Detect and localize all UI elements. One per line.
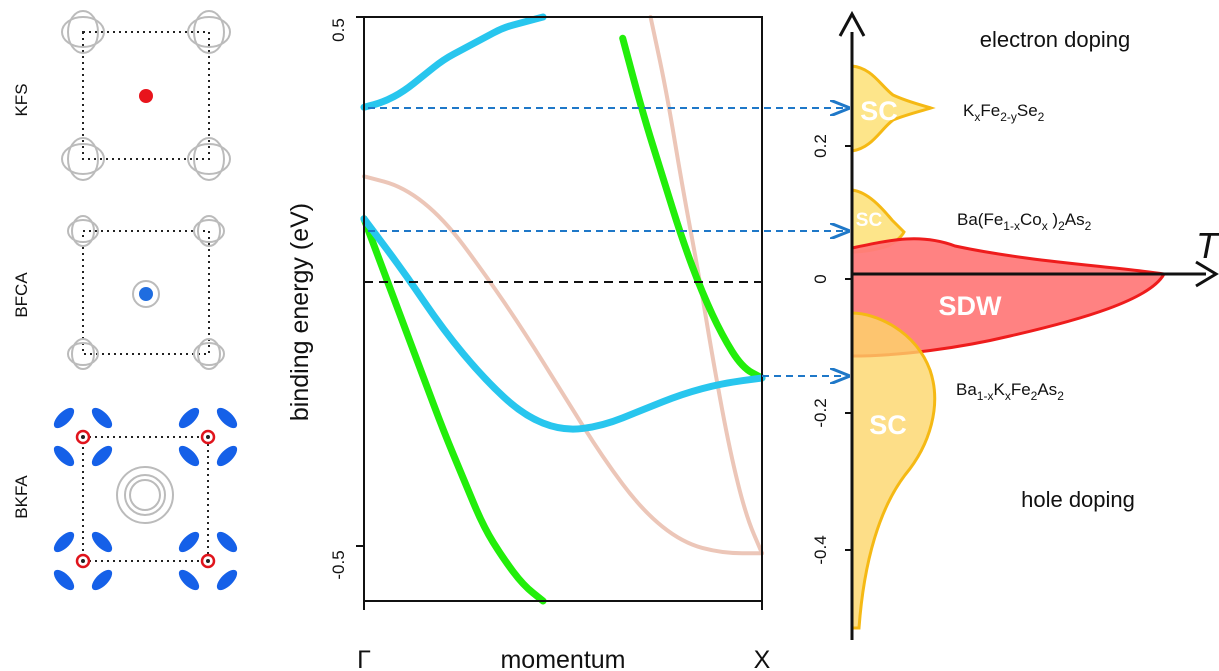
phase-y-arrowhead xyxy=(838,10,866,37)
bkfa-propeller-lobe xyxy=(53,407,75,429)
bfca-pocket-bl xyxy=(67,338,99,370)
phase-label-sc-kfs: SC xyxy=(860,96,898,126)
bkfa-propeller-lobe xyxy=(91,569,113,591)
correspondence-arrows xyxy=(368,108,848,376)
bkfa-propeller-lobe xyxy=(216,531,238,553)
phase-diagram: 0.2 0 -0.2 -0.4 T SC SC SDW SC electron … xyxy=(811,10,1219,640)
bkfa-propeller-lobe xyxy=(53,445,75,467)
compound-bfca: Ba(Fe1-xCox )2As2 xyxy=(957,210,1092,233)
phase-label-sc-bfca: SC xyxy=(856,210,883,231)
band-blue-2 xyxy=(360,13,547,111)
bkfa-corner-pocket xyxy=(53,531,113,591)
bkfa-zone-corner xyxy=(206,559,210,563)
x-tick-label-x: X xyxy=(754,646,771,671)
bkfa-propeller-lobe xyxy=(216,407,238,429)
y-axis-label: binding energy (eV) xyxy=(286,203,314,421)
kfs-pocket-br xyxy=(187,137,231,181)
band-plot-frame xyxy=(363,16,763,602)
bkfa-propeller-lobe xyxy=(216,569,238,591)
kfs-pocket-tr xyxy=(187,10,231,54)
bkfa-propeller-lobe xyxy=(216,445,238,467)
phase-label-sc-bkfa: SC xyxy=(869,410,907,440)
bkfa-corner-pocket xyxy=(178,531,238,591)
compound-kfs: KxFe2-ySe2 xyxy=(963,101,1045,124)
phase-tick-label-0: 0 xyxy=(811,274,830,283)
x-tick-label-gamma: Γ xyxy=(357,646,371,671)
x-axis-label: momentum xyxy=(500,646,625,671)
t-axis-label: T xyxy=(1196,225,1219,266)
phase-label-sdw: SDW xyxy=(939,291,1003,321)
hole-doping-label: hole doping xyxy=(1021,487,1135,512)
bkfa-zone-corner xyxy=(81,559,85,563)
bkfa-propeller-lobe xyxy=(178,531,200,553)
bkfa-zone-corner xyxy=(81,435,85,439)
bfca-center-dot xyxy=(139,287,153,301)
bkfa-label: BKFA xyxy=(12,475,31,519)
compound-bkfa: Ba1-xKxFe2As2 xyxy=(956,380,1064,403)
bfca-pocket-tr xyxy=(193,215,225,247)
band-pink-4 xyxy=(362,174,764,556)
fs-panel-bfca: BFCA xyxy=(12,215,225,370)
phase-tick-label-m0-2: -0.2 xyxy=(811,398,830,427)
bfca-brillouin-zone xyxy=(82,230,210,355)
fs-panel-kfs: KFS xyxy=(12,10,231,181)
phase-x-arrowhead xyxy=(1195,260,1219,288)
bkfa-propeller-lobe xyxy=(53,569,75,591)
bkfa-propeller-lobe xyxy=(178,569,200,591)
bkfa-brillouin-zone xyxy=(82,436,209,562)
phase-tick-label-0-2: 0.2 xyxy=(811,134,830,158)
kfs-center-dot xyxy=(139,89,153,103)
band-plot: 0.5 -0.5 binding energy (eV) Γ X momentu… xyxy=(286,13,771,671)
band-pink-5 xyxy=(648,15,764,556)
bfca-label: BFCA xyxy=(12,272,31,318)
bkfa-center-rings xyxy=(116,466,174,524)
bkfa-propeller-lobe xyxy=(91,407,113,429)
bkfa-propeller-lobe xyxy=(178,407,200,429)
phase-tick-label-m0-4: -0.4 xyxy=(811,535,830,564)
kfs-pocket-tl xyxy=(61,10,105,54)
sc-dome-bkfa xyxy=(850,311,937,630)
bfca-pocket-br xyxy=(193,338,225,370)
band-curves xyxy=(360,13,766,605)
band-green-0 xyxy=(360,215,547,605)
electron-doping-label: electron doping xyxy=(980,27,1130,52)
bkfa-propeller-lobe xyxy=(91,445,113,467)
bfca-pocket-tl xyxy=(67,215,99,247)
fs-panel-bkfa: BKFA xyxy=(12,407,238,591)
bkfa-corner-pocket xyxy=(178,407,238,467)
bkfa-corner-pocket xyxy=(53,407,113,467)
y-tick-label-bottom: -0.5 xyxy=(329,550,348,579)
bkfa-propeller-lobe xyxy=(53,531,75,553)
kfs-pocket-bl xyxy=(61,137,105,181)
bfca-center-ring xyxy=(132,280,160,308)
bkfa-propeller-lobe xyxy=(178,445,200,467)
bkfa-propeller-lobe xyxy=(91,531,113,553)
y-tick-label-top: 0.5 xyxy=(329,18,348,42)
bkfa-zone-corner xyxy=(206,435,210,439)
sc-dome-kfs xyxy=(850,64,936,153)
kfs-label: KFS xyxy=(12,83,31,116)
band-green-1 xyxy=(619,34,766,382)
